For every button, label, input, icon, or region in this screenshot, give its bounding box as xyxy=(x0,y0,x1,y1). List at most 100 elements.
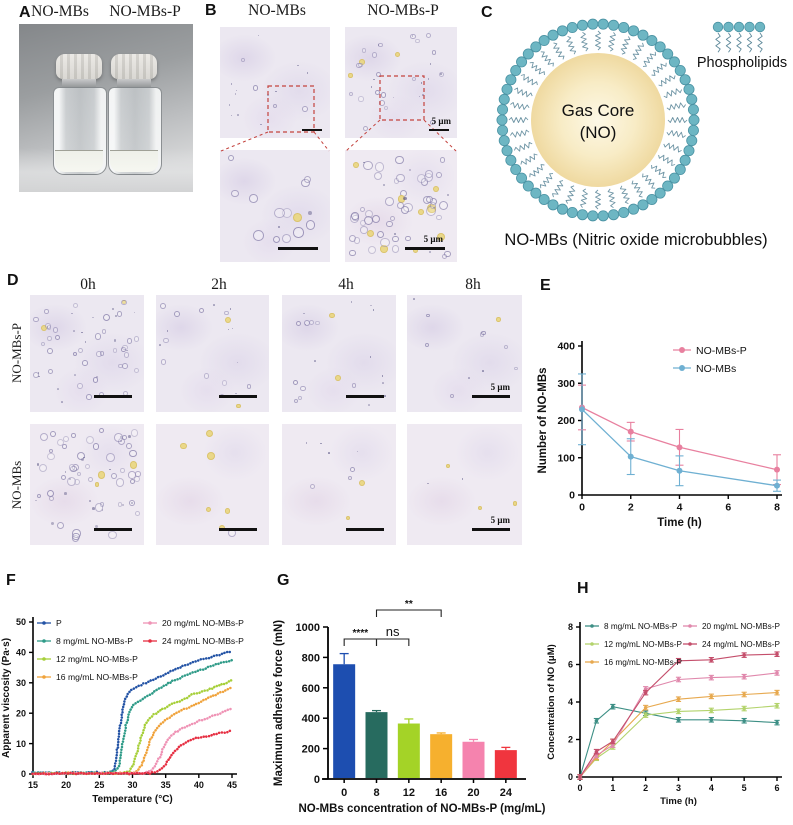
microbubble-dot xyxy=(47,368,53,374)
microbubble-dot xyxy=(482,370,484,372)
chart-text: 35 xyxy=(161,780,171,790)
scale-bar xyxy=(219,395,257,398)
chart-text: 6 xyxy=(568,660,573,670)
microbubble-dot xyxy=(361,48,366,53)
microbubble-dot xyxy=(62,444,67,449)
microbubble-dot xyxy=(293,227,304,238)
microbubble-dot xyxy=(375,90,380,96)
microbubble-dot xyxy=(320,442,322,445)
gas-core-label: Gas Core xyxy=(562,101,635,120)
scale-bar xyxy=(429,128,449,131)
microbubble-dot xyxy=(496,317,501,322)
chart-no-release: 0 2 4 6 8 0 1 2 3 4 5 6 Time (h) Concentration of NO … xyxy=(546,622,782,807)
microbubble-dot xyxy=(389,215,396,221)
roi-connector xyxy=(313,131,330,152)
microbubble-dot xyxy=(235,89,238,92)
microbubble-dot xyxy=(382,382,384,384)
microbubble-dot xyxy=(225,317,232,324)
microbubble-dot xyxy=(363,161,365,164)
microbubble-dot xyxy=(375,72,381,78)
microbubble-dot xyxy=(129,500,135,506)
microbubble-dot xyxy=(422,94,424,96)
chart-text: Apparent viscosity (Pa·s) xyxy=(1,638,12,758)
microbubble-dot xyxy=(122,344,129,351)
chart-text: 200 xyxy=(557,415,575,427)
phospholipid-tails xyxy=(508,30,688,210)
scale-bar xyxy=(219,528,257,531)
b-col-no-mbs: NO-MBs xyxy=(248,2,306,19)
bar-20 xyxy=(462,741,485,778)
chart-text: 200 xyxy=(302,744,320,756)
microbubble-dot xyxy=(359,480,366,487)
microbubble-dot xyxy=(353,237,361,245)
microbubble-dot xyxy=(94,503,104,513)
microbubble-dot xyxy=(478,505,483,510)
d-col-4h: 4h xyxy=(338,276,354,293)
microbubble-dot xyxy=(349,249,356,257)
chart-text: 12 xyxy=(403,787,415,799)
microbubble-dot xyxy=(381,375,384,378)
microbubble-dot xyxy=(358,62,363,67)
panel-d-label: D xyxy=(7,272,19,289)
microbubble-dot xyxy=(246,384,252,389)
microbubble-dot xyxy=(231,189,239,198)
panel-g-label: G xyxy=(277,572,290,589)
chart-text: 24 xyxy=(500,787,513,799)
microbubble-dot xyxy=(129,450,137,458)
microbubble-dot xyxy=(503,344,508,349)
vial-label-no-mbs: NO-MBs xyxy=(31,3,89,20)
microbubble-dot xyxy=(48,495,54,501)
microbubble-dot xyxy=(163,337,169,344)
chart-text: 25 xyxy=(94,780,104,790)
microbubble-dot xyxy=(426,195,434,204)
microbubble-dot xyxy=(121,299,127,306)
chart-text: 2 xyxy=(643,783,648,793)
series-16 mg/mL NO-MBs-P xyxy=(31,686,234,776)
microbubble-dot xyxy=(363,161,373,171)
d-row-no-mbs-p: NO-MBs-P xyxy=(9,323,24,383)
microbubble-dot xyxy=(86,435,95,444)
microbubble-dot xyxy=(439,157,446,164)
micrograph-d-mbs-4h xyxy=(282,424,396,545)
chart-text: (NO) xyxy=(580,123,617,142)
microbubble-dot xyxy=(126,349,128,352)
microbubble-dot xyxy=(224,310,229,315)
microbubble-dot xyxy=(370,86,373,88)
microbubble-dot xyxy=(38,464,47,473)
microbubble-dot xyxy=(229,308,232,310)
micrograph-d-mbs-2h xyxy=(156,424,269,545)
chart-text: 16 mg/mL NO-MBs-P xyxy=(604,658,682,667)
chart-text: 300 xyxy=(557,378,575,390)
chart-text: 0 xyxy=(568,772,573,782)
microbubble-dot xyxy=(114,314,117,317)
microbubble-dot xyxy=(360,219,367,226)
micrograph-d-mbsp-4h xyxy=(282,295,396,412)
chart-text: 5 xyxy=(742,783,747,793)
chart-text: 12 mg/mL NO-MBs-P xyxy=(604,640,682,649)
microbubble-dot xyxy=(227,154,235,162)
microbubble-dot xyxy=(160,359,167,365)
vial-liquid xyxy=(110,150,158,172)
d-col-8h: 8h xyxy=(465,276,481,293)
chart-text: 45 xyxy=(227,780,237,790)
microbubble-dot xyxy=(97,471,106,479)
microbubble-dot xyxy=(128,471,136,479)
scale-bar xyxy=(302,128,322,131)
series-24 mg/mL NO-MBs-P xyxy=(31,728,234,776)
axes: 0 200 400 600 800 1000 0 8 12 16 20 24 NO-MBs concen… xyxy=(273,620,546,815)
bar-0 xyxy=(333,664,356,778)
microbubble-dot xyxy=(237,114,239,117)
chart-text: 3 xyxy=(676,783,681,793)
scale-bar xyxy=(472,395,510,398)
axes: 0 2 4 6 8 0 1 2 3 4 5 6 Time (h) Concentration of NO … xyxy=(546,622,782,807)
microbubble-dot xyxy=(95,524,99,528)
microbubble-dot xyxy=(260,123,262,126)
chart-viscosity: 0 10 20 30 40 50 15 20 25 30 35 40 45 Temperature (°C… xyxy=(1,617,244,805)
microbubble-dot xyxy=(240,57,246,63)
microbubble-dot xyxy=(305,220,316,230)
chart-text: 2 xyxy=(628,502,634,514)
microbubble-dot xyxy=(83,456,85,459)
microbubble-dot xyxy=(115,478,125,487)
microbubble-dot xyxy=(386,220,393,228)
